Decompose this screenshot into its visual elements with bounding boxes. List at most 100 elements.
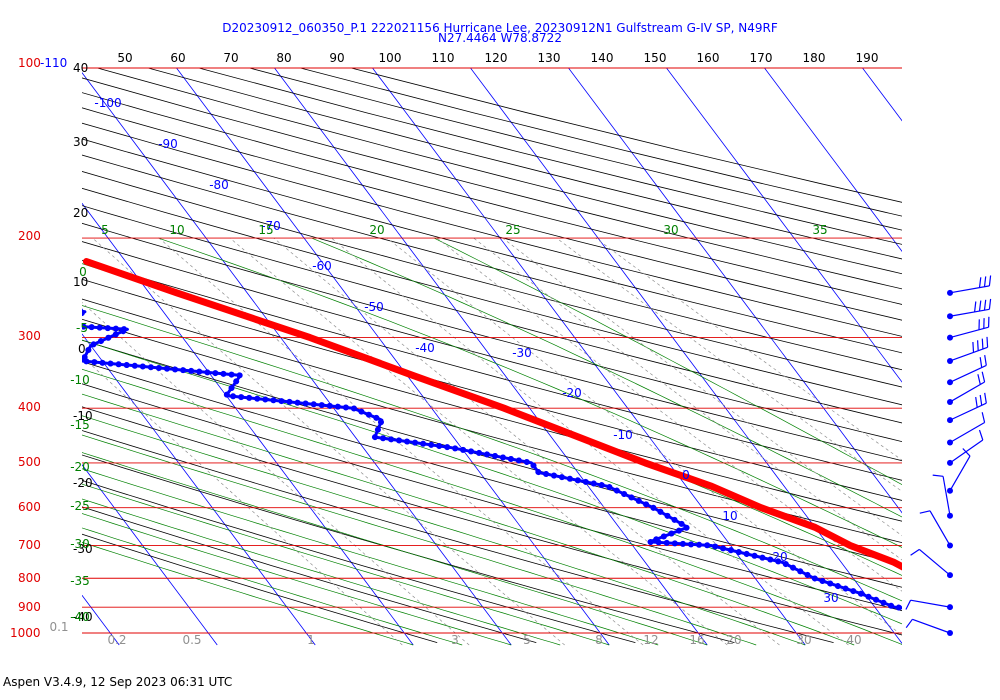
top-axis-label: 90 <box>329 51 344 65</box>
isotherm-label: -50 <box>364 300 384 314</box>
dewpoint-profile-line <box>82 309 902 610</box>
isotherm-label: -100 <box>94 96 121 110</box>
wind-barb-flag <box>983 299 987 311</box>
mixing-ratio-line <box>92 237 565 646</box>
moist-adiabat-line <box>82 541 414 646</box>
dry-adiabat-line <box>82 187 902 406</box>
dry-adiabat-line <box>82 298 902 522</box>
moist-adiabat-label: 5 <box>101 223 109 237</box>
moist-adiabat-label: 15 <box>258 223 273 237</box>
dry-adiabat-line <box>82 479 636 643</box>
wind-barb-flag <box>905 618 913 629</box>
isotherm-label: -80 <box>209 178 229 192</box>
moist-adiabat-line <box>82 368 902 645</box>
wind-barb-flag <box>972 341 975 353</box>
isotherm-label: -30 <box>512 346 532 360</box>
moist-adiabat-line <box>82 434 757 646</box>
dry-adiabat-line <box>82 506 537 643</box>
temperature-profile <box>82 258 902 571</box>
dry-adiabat-line <box>82 383 902 612</box>
moist-adiabat-label: -35 <box>70 574 90 588</box>
wind-barb <box>947 371 986 405</box>
wind-barb-flag <box>986 336 989 348</box>
mixing-ratio-label: 5 <box>523 633 531 647</box>
dry-adiabat-line <box>82 138 902 354</box>
pressure-label: 500 <box>18 455 41 469</box>
dry-adiabat-line <box>82 454 735 643</box>
top-axis-label: 120 <box>485 51 508 65</box>
pressure-label: 700 <box>18 538 41 552</box>
mixing-ratio-line <box>473 237 902 561</box>
mixing-ratio-label: 3 <box>451 633 459 647</box>
isotherm-label: -60 <box>312 259 332 273</box>
dry-adiabat-line <box>82 154 902 371</box>
moist-adiabat-line <box>82 263 902 576</box>
isotherm-label: 30 <box>823 591 838 605</box>
wind-barb <box>947 355 987 386</box>
dry-adiabat-line <box>82 241 902 462</box>
dry-adiabat-line <box>351 67 902 203</box>
isotherm-line <box>82 333 316 646</box>
isotherm-line <box>82 463 218 646</box>
mixing-ratio-label: 1 <box>307 633 315 647</box>
wind-barb <box>947 429 984 466</box>
dry-adiabat-line <box>82 122 902 337</box>
top-axis-label: 60 <box>170 51 185 65</box>
dry-adiabat-line <box>82 533 438 643</box>
wind-barb <box>947 448 971 494</box>
mixing-ratio-label: 16 <box>689 633 704 647</box>
dry-adiabat-line <box>300 67 902 217</box>
wind-barb <box>905 599 953 611</box>
top-axis-label: 70 <box>223 51 238 65</box>
mixing-ratio-line <box>502 237 902 537</box>
wind-barb-flag <box>977 340 979 351</box>
isotherm-label: -20 <box>562 386 582 400</box>
footer-version: Aspen V3.4.9, 12 Sep 2023 06:31 UTC <box>3 675 233 689</box>
mixing-ratio-label: 0.1 <box>49 620 68 634</box>
wind-barb-staff <box>949 421 985 443</box>
dry-adiabat-line <box>97 67 902 275</box>
isotherm-line <box>82 594 120 646</box>
moist-adiabat-line <box>82 339 902 625</box>
wind-barb-flag <box>984 355 987 366</box>
moist-adiabat-line <box>82 468 659 646</box>
isotherm-label: -70 <box>261 219 281 233</box>
top-axis-label: 80 <box>276 51 291 65</box>
isotherm-label: -90 <box>158 137 178 151</box>
top-axis-label: 130 <box>538 51 561 65</box>
moist-adiabat-line <box>82 527 463 646</box>
wind-barb-flag <box>979 394 983 406</box>
isotherm-line <box>470 67 902 645</box>
mixing-ratio-line <box>273 237 780 646</box>
wind-barb-flag <box>905 599 912 610</box>
wind-barb-flag <box>978 277 982 288</box>
wind-barb-flag <box>983 276 987 287</box>
isotherm-line <box>0 68 21 645</box>
wind-barb-flag <box>984 392 987 404</box>
dry-adiabat-line <box>82 107 902 321</box>
wind-barb-flag <box>988 298 992 310</box>
wind-barb <box>919 510 953 549</box>
moist-adiabat-line <box>82 415 806 646</box>
dry-adiabat-line <box>82 222 902 443</box>
chart-title: D20230912_060350_P.1 222021156 Hurricane… <box>222 21 778 35</box>
moist-adiabat-line <box>82 393 855 646</box>
wind-barb-flag <box>978 429 984 441</box>
moist-adiabat-line <box>311 237 902 518</box>
mixing-ratio-line <box>158 237 644 646</box>
top-axis-label: 150 <box>644 51 667 65</box>
moist-adiabat-label: -15 <box>70 418 90 432</box>
moist-adiabat-line <box>158 237 902 548</box>
chart-subtitle: N27.4464 W78.8722 <box>438 31 562 45</box>
wind-barb-flag <box>910 548 920 556</box>
wind-barb-flag <box>974 301 977 312</box>
mixing-ratio-line <box>556 237 902 492</box>
dry-adiabat-line <box>82 171 902 388</box>
dry-adiabat-line <box>82 205 902 424</box>
wind-barb-staff <box>949 346 988 362</box>
wind-barb-staff <box>929 510 951 546</box>
wind-barb <box>932 474 953 519</box>
wind-barb-flag <box>981 412 986 423</box>
adiabat-label: 30 <box>73 135 88 149</box>
moist-adiabat-label: -5 <box>76 321 88 335</box>
